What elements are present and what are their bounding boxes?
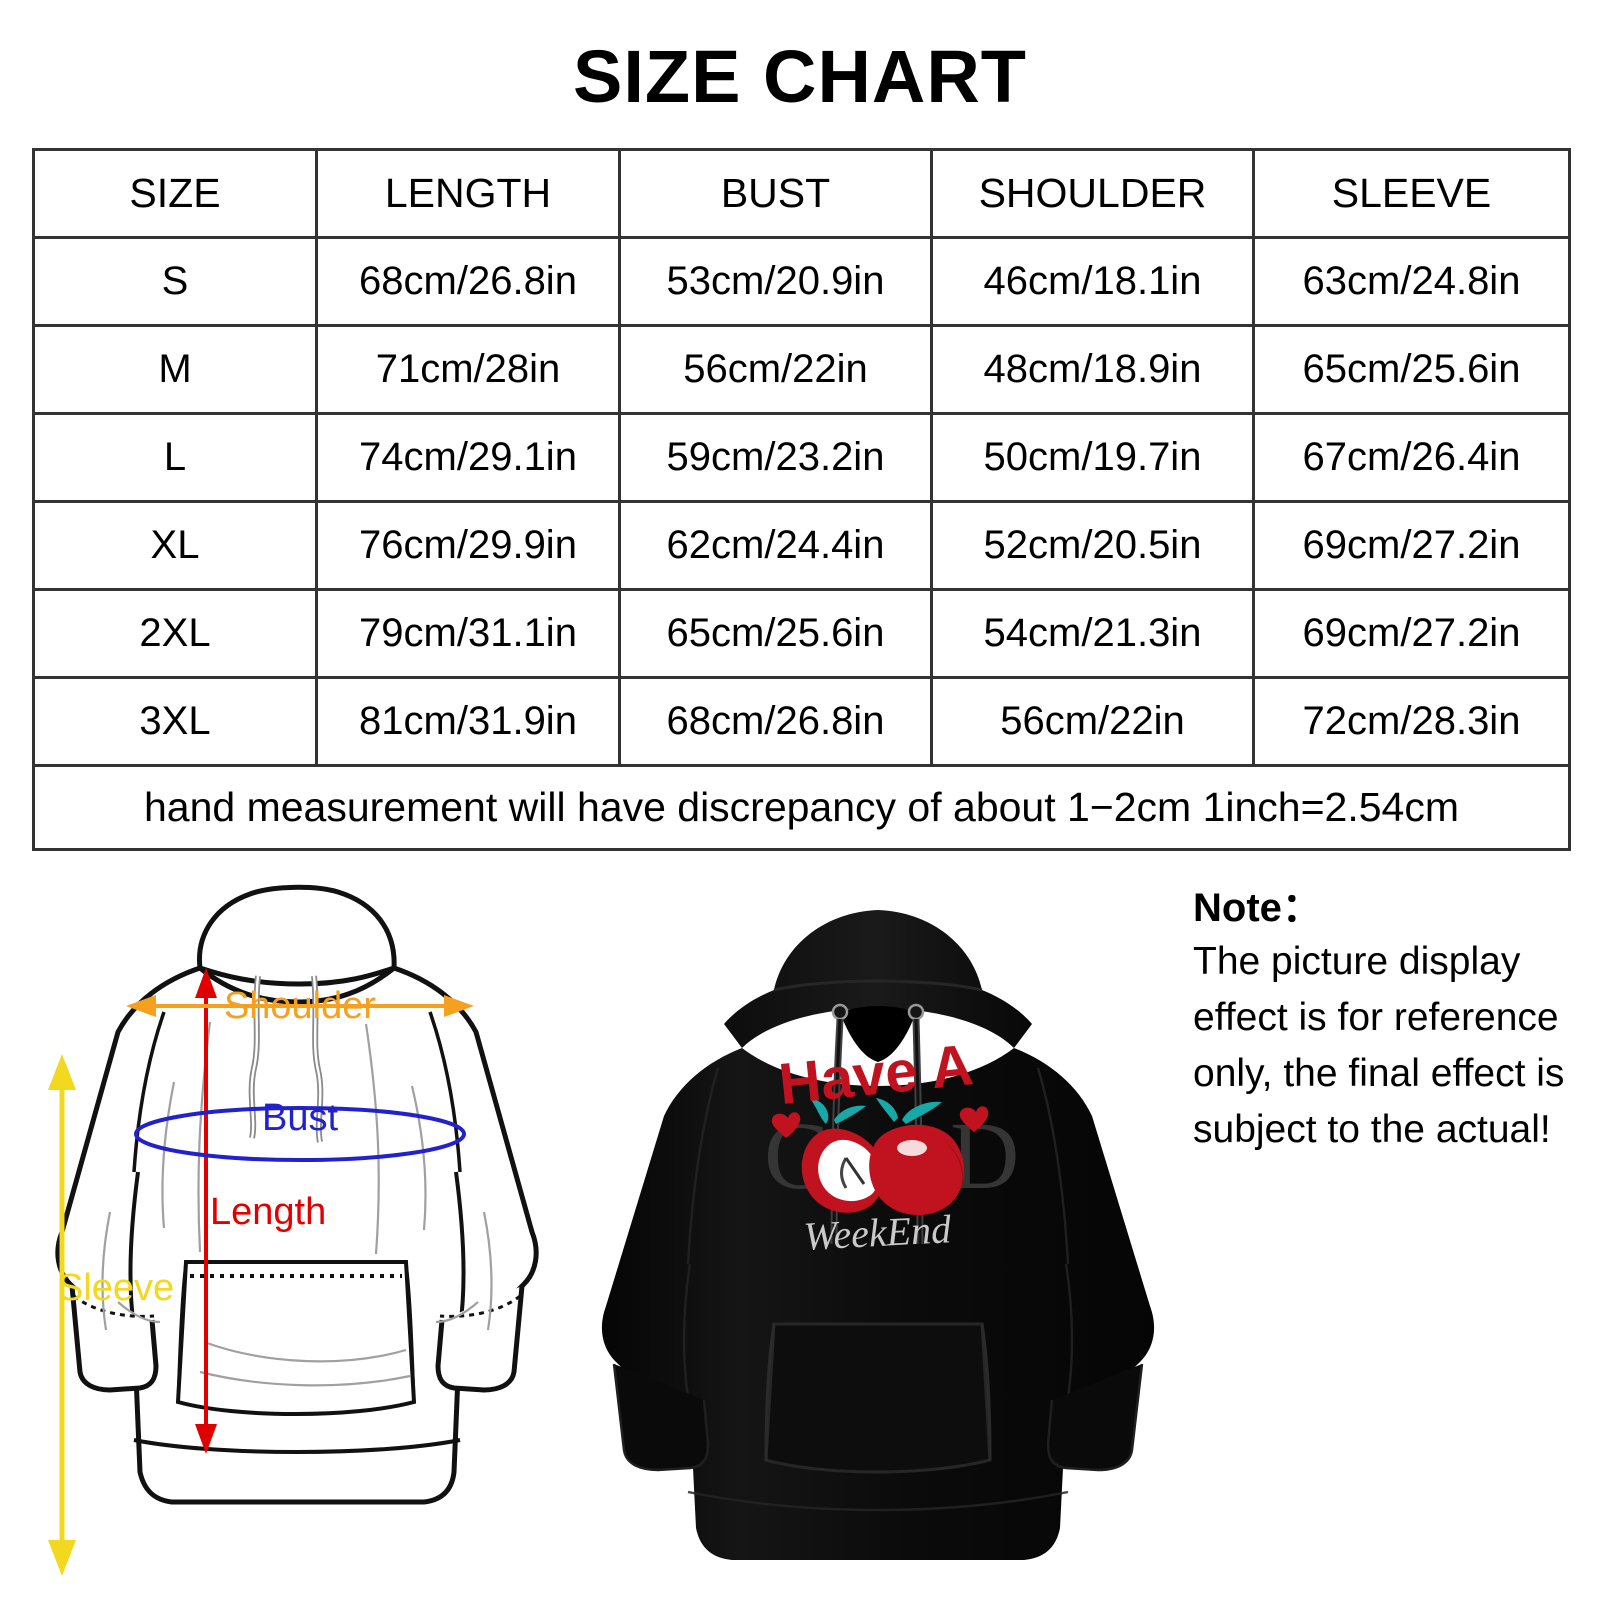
- product-photo-hoodie: G D: [601, 910, 1155, 1560]
- drawstring-eyelet-left: [831, 1003, 849, 1021]
- table-row: 3XL 81cm/31.9in 68cm/26.8in 56cm/22in 72…: [32, 676, 1571, 767]
- table-row: S 68cm/26.8in 53cm/20.9in 46cm/18.1in 63…: [32, 236, 1571, 327]
- length-label: Length: [210, 1191, 326, 1233]
- apple-sliced: [801, 1098, 884, 1213]
- column-header-length: LENGTH: [315, 148, 621, 239]
- column-header-sleeve: SLEEVE: [1252, 148, 1571, 239]
- heart-icon-right: [959, 1106, 989, 1132]
- cell-bust: 65cm/25.6in: [618, 588, 933, 679]
- note-title: Note：: [1193, 886, 1322, 930]
- heart-icon-left: [771, 1112, 801, 1138]
- table-row: XL 76cm/29.9in 62cm/24.4in 52cm/20.5in 6…: [32, 500, 1571, 591]
- bust-label: Bust: [262, 1097, 338, 1139]
- cell-length: 76cm/29.9in: [315, 500, 621, 591]
- note-body: The picture display effect is for refere…: [1193, 940, 1565, 1151]
- cell-length: 81cm/31.9in: [315, 676, 621, 767]
- table-footer: hand measurement will have discrepancy o…: [32, 764, 1571, 851]
- cell-sleeve: 63cm/24.8in: [1252, 236, 1571, 327]
- cell-length: 74cm/29.1in: [315, 412, 621, 503]
- table-header-row: SIZE LENGTH BUST SHOULDER SLEEVE: [32, 148, 1571, 239]
- cell-shoulder: 46cm/18.1in: [930, 236, 1255, 327]
- cell-shoulder: 48cm/18.9in: [930, 324, 1255, 415]
- shoulder-measurement-arrow: [126, 995, 474, 1017]
- illustration-panel: Shoulder Bust Length Sleeve: [0, 864, 1600, 1600]
- sleeve-measurement-arrow: [48, 1054, 76, 1576]
- table-footer-row: hand measurement will have discrepancy o…: [32, 764, 1571, 851]
- cell-bust: 53cm/20.9in: [618, 236, 933, 327]
- graphic-weekend: WeekEnd: [803, 1206, 953, 1259]
- table-row: 2XL 79cm/31.1in 65cm/25.6in 54cm/21.3in …: [32, 588, 1571, 679]
- cell-sleeve: 69cm/27.2in: [1252, 500, 1571, 591]
- cell-length: 79cm/31.1in: [315, 588, 621, 679]
- cell-length: 68cm/26.8in: [315, 236, 621, 327]
- bust-measurement-ellipse: [134, 1106, 466, 1162]
- cell-shoulder: 54cm/21.3in: [930, 588, 1255, 679]
- size-chart-table: SIZE LENGTH BUST SHOULDER SLEEVE S 68cm/…: [32, 148, 1571, 851]
- cell-bust: 68cm/26.8in: [618, 676, 933, 767]
- cell-bust: 56cm/22in: [618, 324, 933, 415]
- column-header-size: SIZE: [32, 148, 318, 239]
- apple-whole: [869, 1098, 964, 1216]
- cell-size: 2XL: [32, 588, 318, 679]
- cell-length: 71cm/28in: [315, 324, 621, 415]
- cell-shoulder: 50cm/19.7in: [930, 412, 1255, 503]
- note-block: Note： The picture display effect is for …: [1193, 882, 1593, 1158]
- column-header-bust: BUST: [618, 148, 933, 239]
- cell-bust: 62cm/24.4in: [618, 500, 933, 591]
- cell-size: S: [32, 236, 318, 327]
- table-body: S 68cm/26.8in 53cm/20.9in 46cm/18.1in 63…: [32, 236, 1571, 767]
- cell-size: M: [32, 324, 318, 415]
- cell-size: XL: [32, 500, 318, 591]
- drawstring-eyelet-right: [907, 1003, 925, 1021]
- cell-size: 3XL: [32, 676, 318, 767]
- sleeve-label: Sleeve: [58, 1267, 174, 1309]
- cell-sleeve: 69cm/27.2in: [1252, 588, 1571, 679]
- measurement-diagram-hoodie: Shoulder Bust Length Sleeve: [48, 884, 539, 1576]
- column-header-shoulder: SHOULDER: [930, 148, 1255, 239]
- cell-sleeve: 67cm/26.4in: [1252, 412, 1571, 503]
- cell-bust: 59cm/23.2in: [618, 412, 933, 503]
- chest-graphic: G D: [764, 1032, 1019, 1259]
- length-measurement-arrow: [195, 968, 217, 1454]
- table-header: SIZE LENGTH BUST SHOULDER SLEEVE: [32, 148, 1571, 239]
- shoulder-label: Shoulder: [224, 985, 376, 1027]
- cell-shoulder: 56cm/22in: [930, 676, 1255, 767]
- measurement-disclaimer: hand measurement will have discrepancy o…: [32, 764, 1571, 851]
- cell-size: L: [32, 412, 318, 503]
- page-title: SIZE CHART: [573, 35, 1027, 118]
- table-row: M 71cm/28in 56cm/22in 48cm/18.9in 65cm/2…: [32, 324, 1571, 415]
- cell-sleeve: 72cm/28.3in: [1252, 676, 1571, 767]
- table-row: L 74cm/29.1in 59cm/23.2in 50cm/19.7in 67…: [32, 412, 1571, 503]
- cell-sleeve: 65cm/25.6in: [1252, 324, 1571, 415]
- cell-shoulder: 52cm/20.5in: [930, 500, 1255, 591]
